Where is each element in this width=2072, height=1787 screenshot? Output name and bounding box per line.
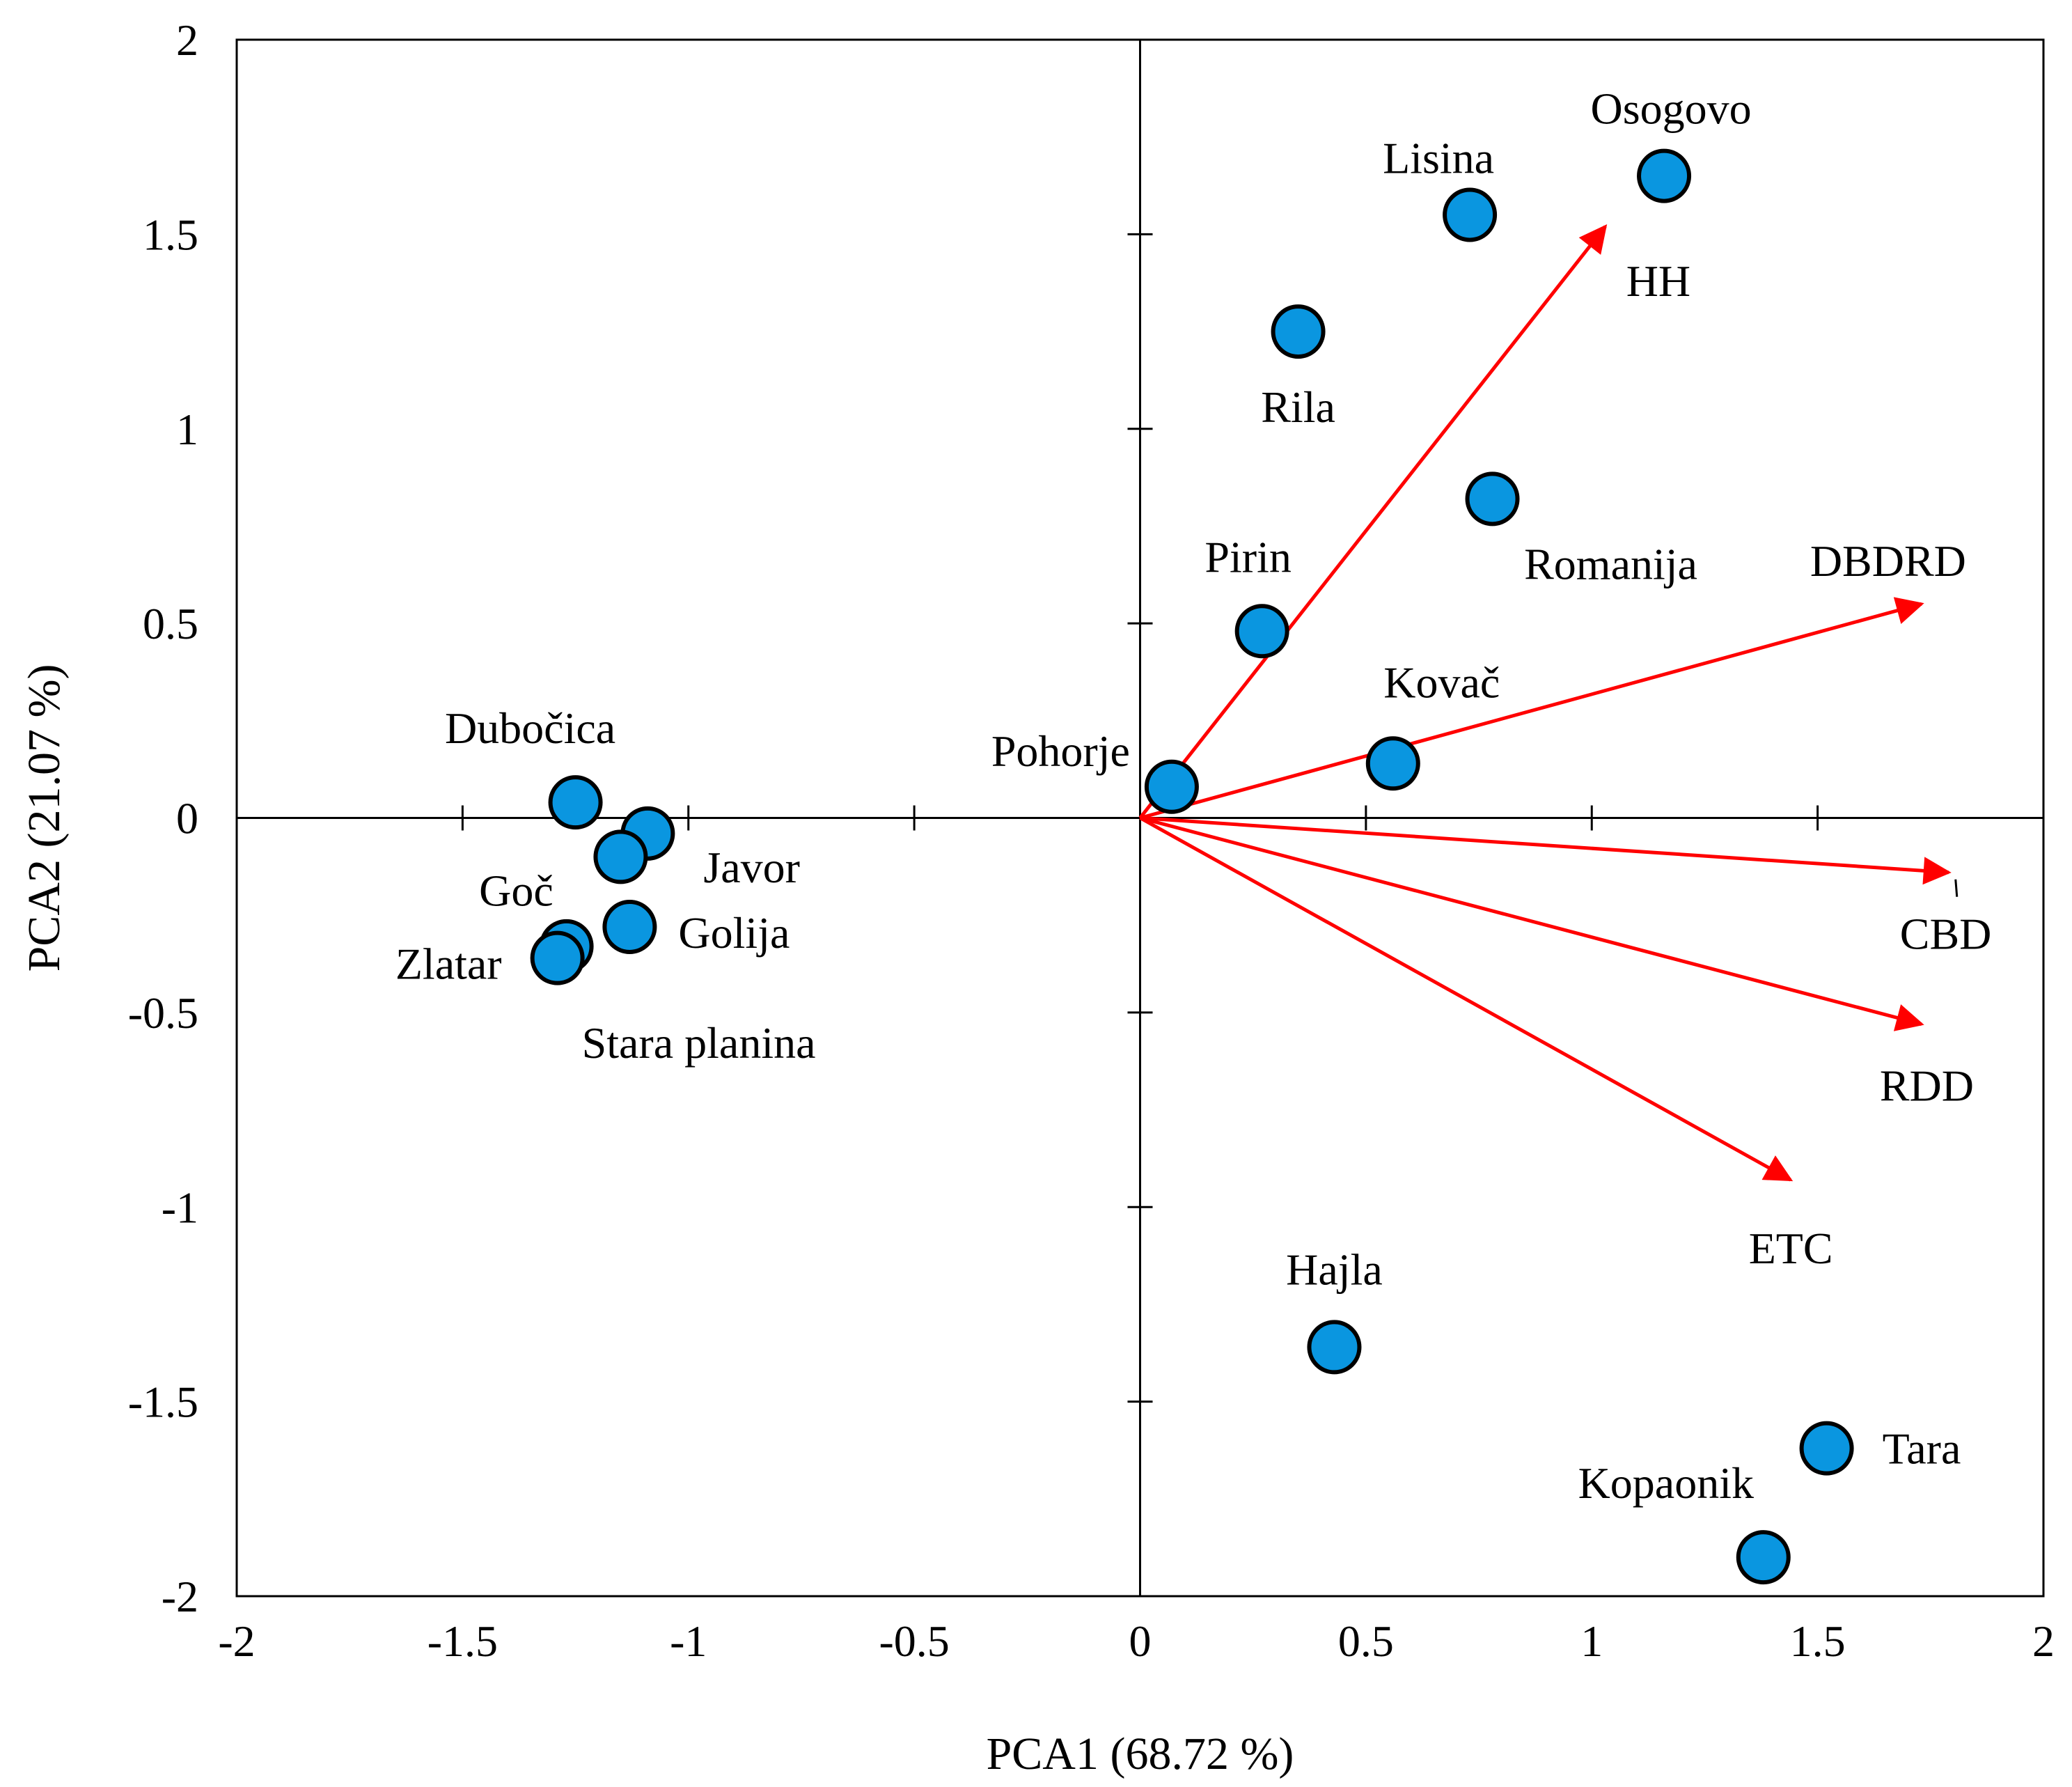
- x-tick-label: 0: [1129, 1616, 1152, 1666]
- point-label: Kopaonik: [1578, 1458, 1754, 1508]
- point-label: Pirin: [1204, 532, 1291, 582]
- vector-label: ETC: [1749, 1224, 1833, 1273]
- data-point[interactable]: [1307, 1320, 1362, 1375]
- point-label: Javor: [703, 843, 800, 892]
- loading-vector: [1139, 597, 1924, 820]
- vector-label: DBDRD: [1810, 536, 1966, 586]
- loading-vector: [1140, 816, 1952, 885]
- point-label: Zlatar: [395, 939, 502, 989]
- point-label: Golija: [678, 908, 790, 958]
- x-tick-label: 2: [2032, 1616, 2055, 1666]
- data-point[interactable]: [548, 775, 603, 830]
- y-tick-label: 1.5: [143, 210, 198, 259]
- x-tick-label: -0.5: [879, 1616, 949, 1666]
- point-label: Stara planina: [582, 1018, 816, 1068]
- y-tick-label: -2: [162, 1572, 198, 1621]
- x-axis-title: PCA1 (68.72 %): [987, 1729, 1294, 1779]
- vector-label: HH: [1626, 256, 1690, 306]
- vector-label: CBD: [1900, 910, 1992, 959]
- vector-label: RDD: [1880, 1061, 1974, 1111]
- y-tick-label: -0.5: [128, 988, 198, 1038]
- loading-vector: [1139, 816, 1794, 1182]
- point-label: Hajla: [1286, 1244, 1383, 1294]
- y-tick-label: 1: [176, 405, 198, 454]
- point-label: Pohorje: [991, 726, 1130, 776]
- point-label: Kovač: [1383, 657, 1500, 707]
- data-point[interactable]: [1736, 1530, 1791, 1585]
- data-point[interactable]: [602, 899, 657, 954]
- point-label: Osogovo: [1590, 84, 1751, 134]
- point-label: Tara: [1883, 1424, 1961, 1474]
- data-point[interactable]: [1443, 187, 1498, 242]
- data-point[interactable]: [1799, 1421, 1854, 1476]
- data-point[interactable]: [1271, 304, 1326, 359]
- point-label: Dubočica: [445, 703, 615, 753]
- x-tick-label: 1.5: [1790, 1616, 1846, 1666]
- y-tick-label: 0.5: [143, 599, 198, 648]
- data-point[interactable]: [593, 829, 648, 884]
- x-tick-label: -1: [670, 1616, 707, 1666]
- x-tick-label: 0.5: [1338, 1616, 1394, 1666]
- data-point[interactable]: [1144, 759, 1199, 814]
- loading-vector: [1138, 224, 1608, 820]
- y-tick-label: -1: [162, 1183, 198, 1232]
- point-label: Lisina: [1383, 133, 1494, 182]
- y-axis-title: PCA2 (21.07 %): [19, 664, 70, 972]
- data-point[interactable]: [1637, 148, 1692, 203]
- y-tick-label: 2: [176, 15, 198, 65]
- data-point[interactable]: [530, 930, 585, 985]
- x-tick-label: 1: [1580, 1616, 1603, 1666]
- data-point[interactable]: [1465, 471, 1520, 526]
- y-tick-label: -1.5: [128, 1378, 198, 1427]
- data-point[interactable]: [1365, 736, 1420, 791]
- cbd-leader: [1954, 879, 1959, 897]
- point-label: Goč: [479, 866, 554, 915]
- data-point[interactable]: [1234, 604, 1289, 659]
- point-label: Romanija: [1524, 539, 1697, 588]
- x-tick-label: -1.5: [427, 1616, 498, 1666]
- point-label: Rila: [1261, 382, 1335, 432]
- y-tick-label: 0: [176, 794, 198, 843]
- x-tick-label: -2: [218, 1616, 255, 1666]
- loading-vector: [1139, 816, 1924, 1031]
